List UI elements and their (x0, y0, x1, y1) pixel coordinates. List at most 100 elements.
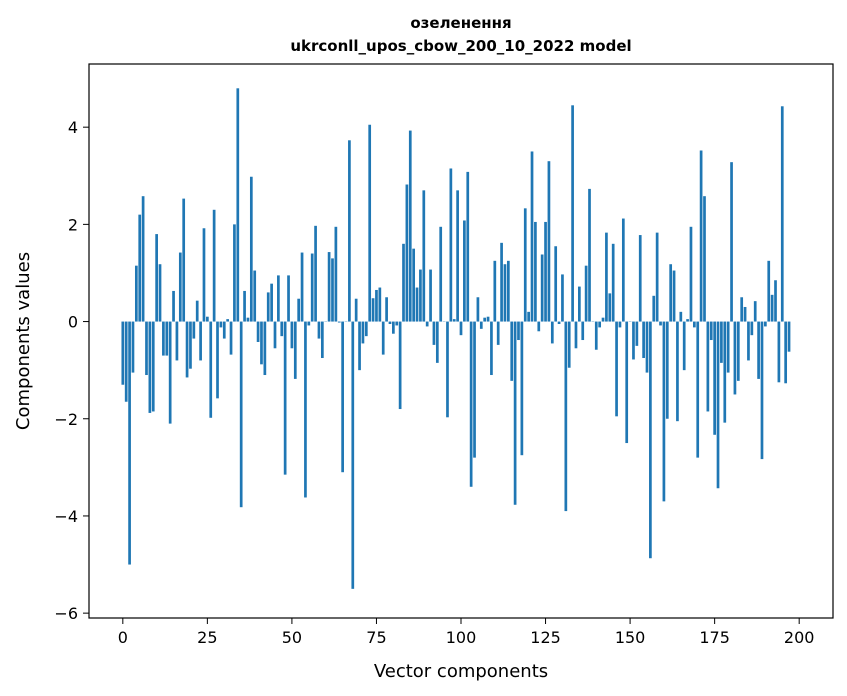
bar (527, 311, 530, 322)
bar (500, 242, 503, 322)
x-tick-label: 150 (615, 628, 646, 647)
bar (358, 321, 361, 371)
bar (378, 287, 382, 322)
bar (720, 321, 723, 363)
bar (307, 321, 311, 326)
bar (645, 321, 649, 373)
x-tick-label: 200 (784, 628, 815, 647)
bar (540, 254, 544, 322)
bar (395, 321, 399, 326)
bar (506, 260, 510, 322)
bar (392, 321, 395, 334)
bar (615, 321, 618, 417)
bar (642, 321, 645, 359)
bar (777, 321, 781, 383)
x-axis-ticks: 0 25 50 75 100 125 150 175 200 (118, 618, 815, 647)
chart-title-line1: озеленення (410, 14, 511, 32)
bar (753, 301, 757, 322)
bar (676, 321, 679, 422)
bar (327, 252, 331, 322)
bar (564, 321, 568, 512)
bar (145, 321, 148, 376)
bar (463, 220, 466, 322)
bar (148, 321, 152, 413)
bar (317, 321, 321, 339)
bar (652, 295, 656, 322)
bar (510, 321, 514, 381)
bar (243, 290, 246, 322)
bar (263, 321, 267, 376)
x-tick-label: 100 (446, 628, 477, 647)
bar (699, 150, 703, 322)
y-axis-label: Components values (13, 252, 34, 430)
bar (554, 246, 558, 322)
chart-title-line2: ukrconll_upos_cbow_200_10_2022 model (290, 37, 631, 55)
bar (334, 226, 338, 322)
bar (672, 270, 676, 322)
bar (608, 293, 612, 322)
bar (128, 321, 131, 565)
bar (537, 321, 541, 332)
bar (655, 232, 659, 322)
bar (621, 218, 625, 322)
bar (490, 321, 493, 376)
bar (682, 321, 686, 371)
bar (412, 248, 416, 322)
bar (469, 321, 473, 487)
bar (659, 321, 662, 326)
bar (774, 280, 777, 322)
bar (503, 264, 507, 322)
bar (189, 321, 192, 369)
bar (212, 209, 216, 322)
bar (405, 184, 409, 322)
bar (270, 283, 273, 322)
bar (713, 321, 716, 435)
bar (192, 321, 196, 339)
bar (354, 298, 358, 322)
bar (757, 321, 760, 379)
bar (314, 225, 317, 322)
bar (723, 321, 727, 423)
bar (686, 319, 689, 322)
bar (476, 297, 480, 322)
bar (530, 151, 534, 322)
bars-group (121, 88, 791, 589)
bar (432, 321, 436, 345)
bar (550, 321, 554, 344)
x-axis-label: Vector components (374, 661, 548, 682)
x-tick-label: 125 (530, 628, 561, 647)
bar (351, 321, 355, 589)
bar (730, 162, 733, 322)
y-axis-ticks: −6 −4 −2 0 2 4 (54, 118, 89, 623)
bar (611, 243, 615, 322)
bar (253, 270, 257, 322)
bar (547, 161, 551, 322)
bar (574, 321, 578, 349)
y-tick-label: 0 (68, 313, 78, 332)
y-tick-label: −4 (54, 507, 78, 526)
bar (331, 258, 334, 322)
bar (398, 321, 402, 410)
bar (320, 321, 324, 359)
bar (703, 196, 706, 322)
bar (456, 190, 459, 322)
bar (233, 224, 236, 322)
bar (594, 321, 598, 350)
x-tick-label: 25 (197, 628, 217, 647)
bar (520, 321, 524, 456)
bar (165, 321, 169, 356)
bar (466, 171, 470, 322)
bar (429, 269, 432, 322)
bar (743, 306, 747, 322)
bar (141, 196, 145, 322)
bar (216, 321, 219, 399)
bar (348, 140, 351, 322)
bar (733, 321, 737, 395)
bar (419, 269, 422, 322)
bar (513, 321, 517, 505)
plot-area-frame (88, 63, 834, 619)
bar (297, 298, 301, 322)
bar (304, 321, 307, 498)
bar (185, 321, 189, 378)
bar (199, 321, 202, 361)
